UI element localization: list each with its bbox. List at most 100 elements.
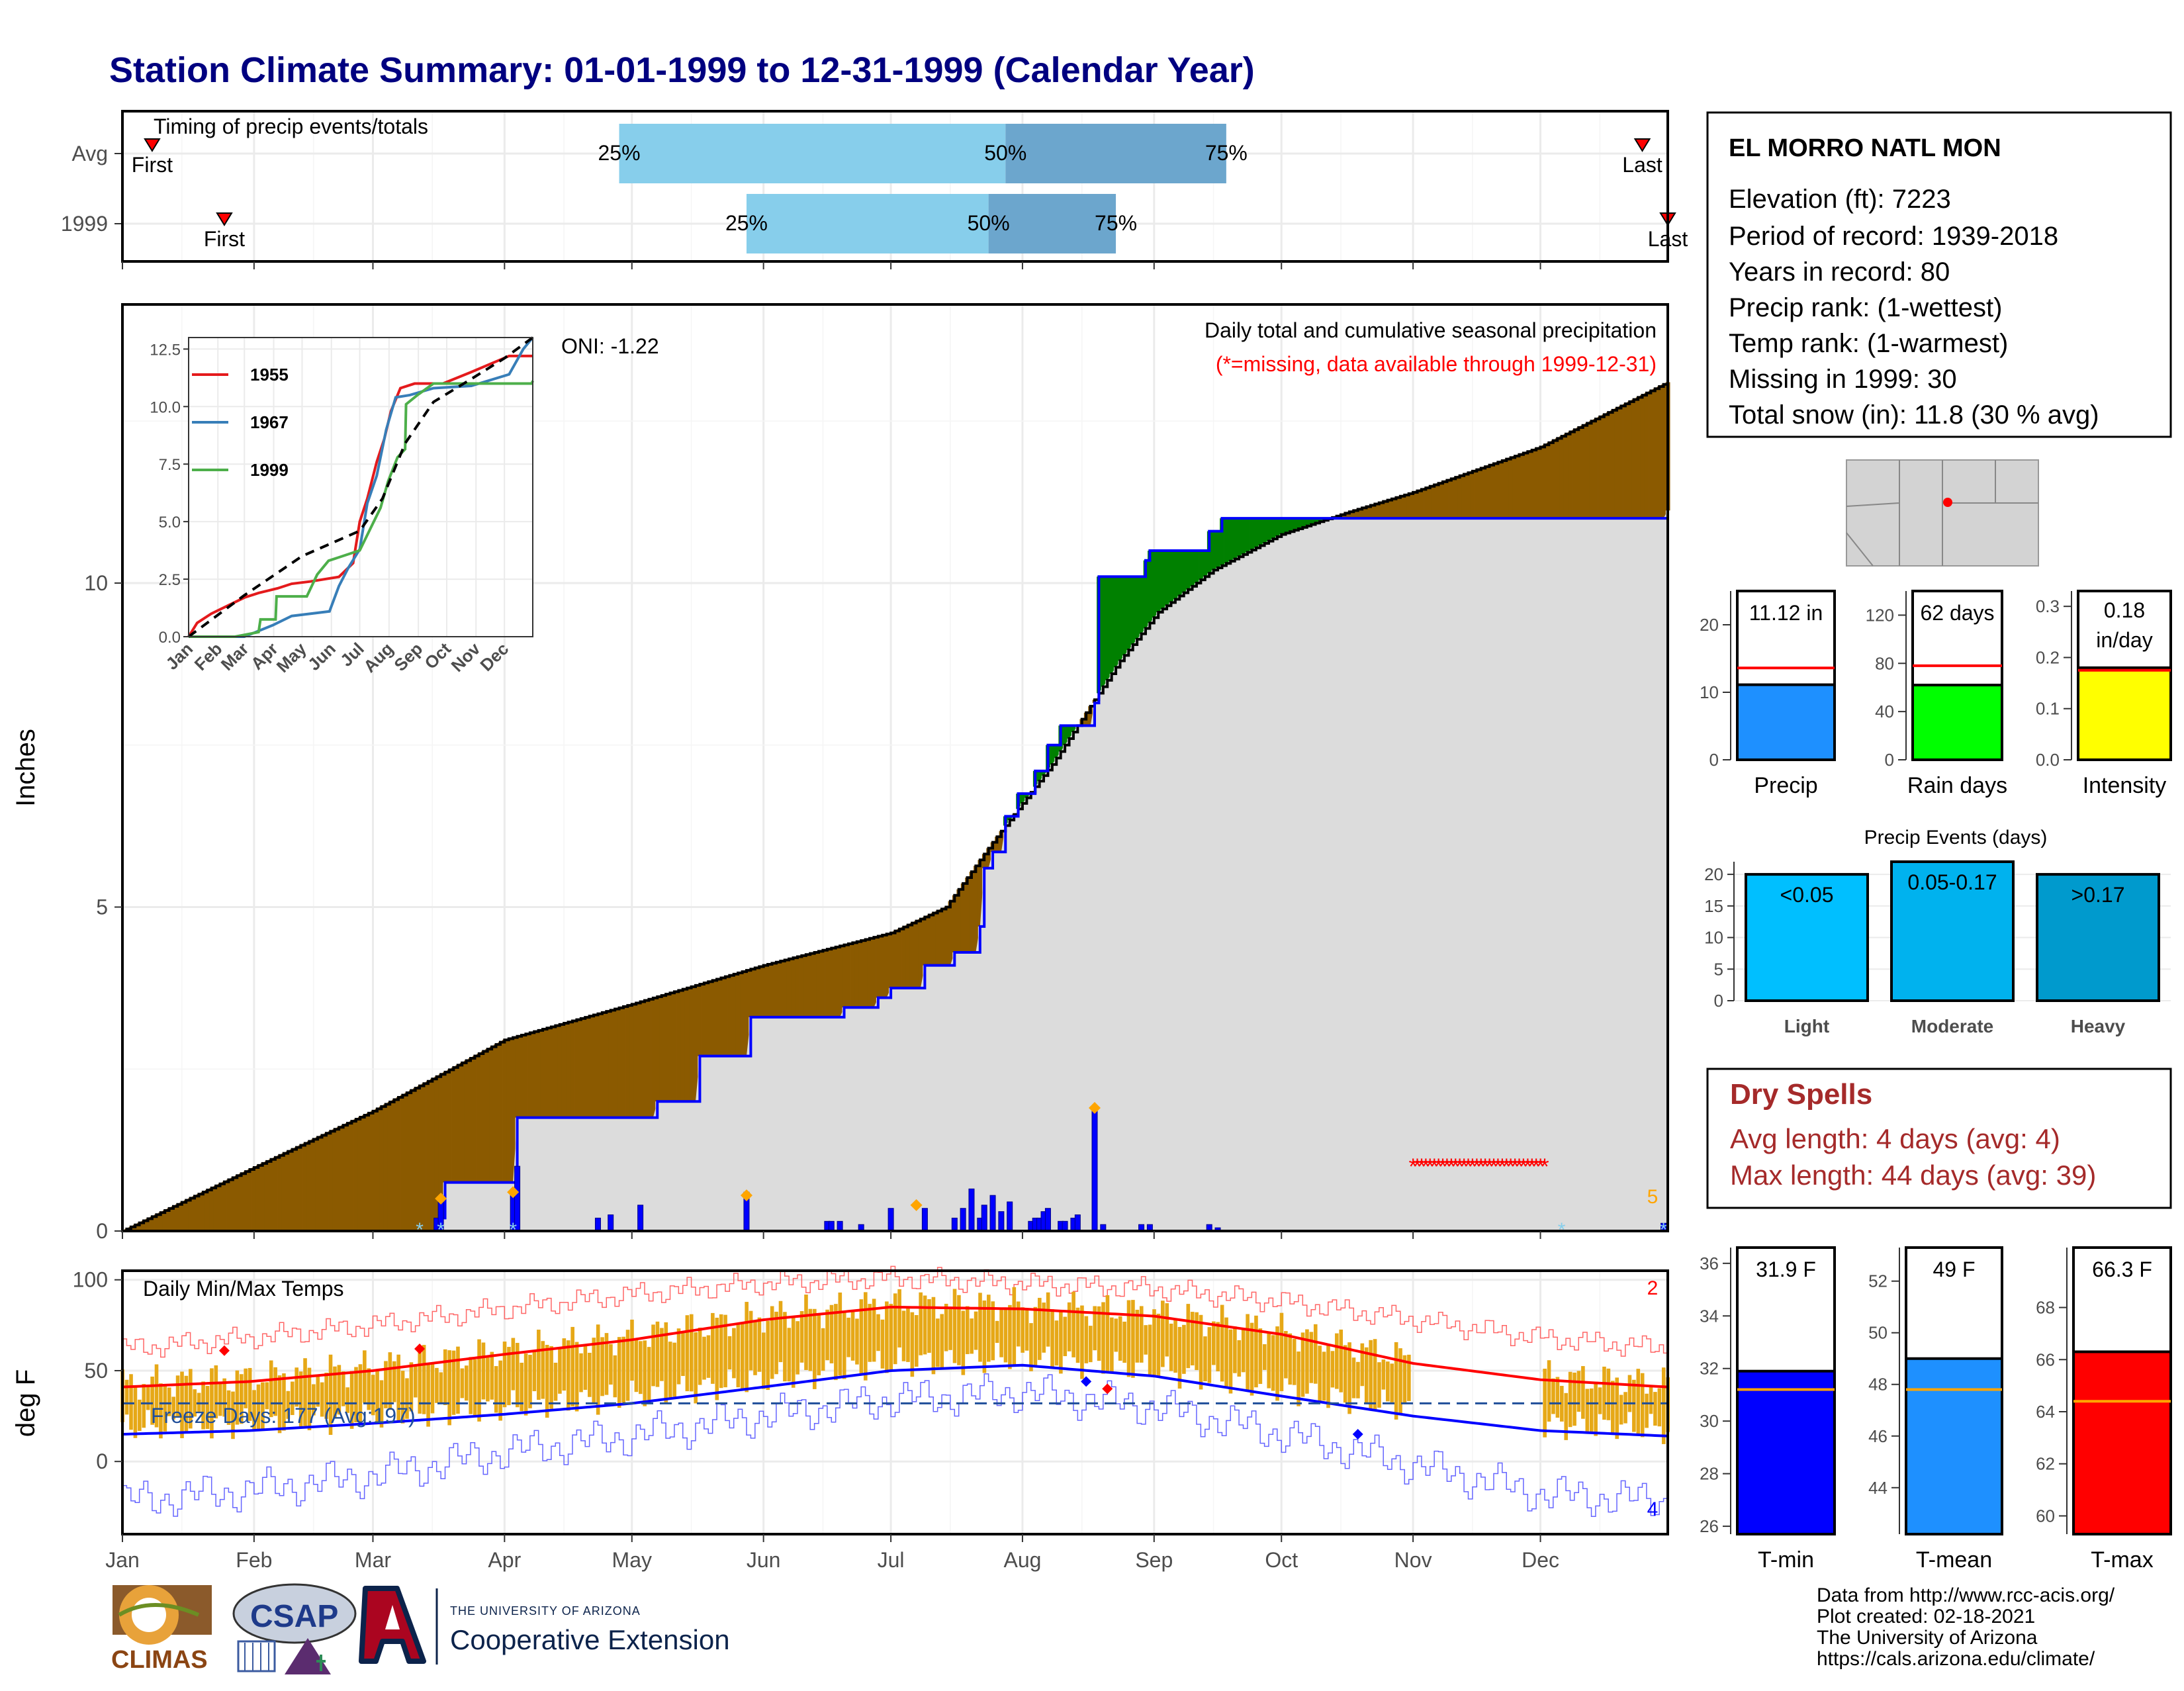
daily-temp-bar [498,1360,502,1421]
temps-panel: Daily Min/Max Temps Freeze Days: 177 (Avg… [11,1265,1670,1572]
deficit-area [459,1062,465,1183]
inset-y-tick: 0.0 [159,629,181,647]
value-bar [2072,1350,2172,1536]
deficit-area [404,1093,410,1231]
value-bar [2077,666,2172,762]
precip-subtitle: (*=missing, data available through 1999-… [1216,352,1657,376]
daily-temp-bar [1568,1371,1572,1428]
y-tick-label: 0.1 [2036,699,2060,719]
daily-temp-bar [1309,1332,1314,1383]
dry-spell-mark: * [1422,1154,1430,1179]
panel-border [121,303,1669,1232]
dry-spell-mark: * [1451,1154,1460,1179]
deficit-area [1500,460,1505,519]
category-label: Precip [1754,773,1817,798]
daily-temp-bar [1021,1307,1024,1353]
inset-average-line [187,336,534,638]
daily-temp-bar [834,1304,838,1381]
inset-y-tick: 5.0 [159,514,181,531]
daily-temp-bar [405,1378,409,1419]
surplus-area [1134,576,1140,639]
daily-temp-bar [1118,1316,1122,1361]
dry-spell-mark: * [1506,1154,1515,1179]
daily-temp-bar [1144,1325,1148,1355]
deficit-area [642,1000,647,1118]
surplus-area [1275,518,1280,537]
daily-temp-bar [553,1362,558,1401]
surplus-area [1148,551,1152,623]
deficit-area [154,1214,159,1231]
deficit-area [183,1200,189,1231]
surplus-area [1050,745,1055,765]
daily-temp-bar [808,1308,813,1371]
deficit-area [175,1204,180,1231]
deficit-area [914,921,919,988]
first-label: First [132,153,173,177]
daily-temp-bar [813,1308,817,1389]
daily-temp-bar [1547,1360,1551,1422]
daily-precip-bar [887,1208,894,1232]
daily-temp-bar [1267,1332,1271,1389]
daily-temp-bar [1088,1326,1093,1363]
y-axis-label: Inches [11,729,40,807]
daily-temp-bar [749,1310,753,1371]
timing-pct-label: 50% [984,141,1026,165]
daily-temp-bar [855,1318,859,1365]
daily-temp-bar [1165,1303,1169,1357]
surplus-area [1266,518,1271,541]
deficit-area [1614,408,1619,519]
deficit-area [1606,412,1611,519]
daily-temp-bar [447,1350,451,1426]
daily-temp-bar [1186,1304,1191,1369]
y-tick-label: 44 [1868,1478,1888,1498]
daily-temp-bar [1318,1346,1322,1402]
deficit-area [417,1085,422,1231]
daily-precip-bar [951,1217,958,1232]
daily-temp-bar [796,1321,799,1375]
deficit-area [723,976,728,1056]
daily-temp-bar [1097,1306,1101,1361]
dry-spell-mark: * [1498,1154,1506,1179]
deficit-area [1529,449,1535,519]
deficit-area [336,1127,341,1231]
daily-precip-bar [968,1188,975,1232]
daily-temp-bar [961,1310,966,1375]
deficit-area [527,1032,533,1118]
csap-logo-text: CSAP [250,1599,338,1634]
deficit-area [400,1095,405,1231]
daily-temp-bar [825,1309,829,1361]
y-tick-label: 64 [2036,1402,2055,1422]
daily-temp-bar [940,1314,944,1367]
deficit-area [557,1024,563,1118]
daily-temp-bar [774,1311,778,1375]
deficit-area [761,965,766,1017]
surplus-area [1041,770,1046,776]
daily-temp-bar [1220,1304,1224,1382]
daily-temp-bar [817,1314,821,1375]
average-cumulative-line [122,382,1669,1232]
daily-temp-bar [1161,1301,1165,1367]
event-value-label: >0.17 [2071,883,2125,907]
daily-temp-bar [906,1308,910,1362]
daily-temp-bar [787,1328,792,1382]
daily-temp-bar [456,1346,460,1414]
daily-temp-bar [490,1351,494,1400]
deficit-area [1364,506,1369,519]
deficit-area [719,978,723,1056]
deficit-area [1385,500,1390,519]
y-tick-label: 60 [2036,1506,2055,1526]
record-low-marker [1352,1429,1363,1440]
daily-temp-bar [477,1339,481,1422]
deficit-area [345,1123,350,1231]
page-title: Station Climate Summary: 01-01-1999 to 1… [109,50,1255,90]
deficit-area [693,985,698,1102]
inset-series-line [189,380,534,638]
first-label: First [204,227,245,251]
deficit-area [243,1171,248,1231]
daily-temp-bar [1016,1301,1021,1347]
daily-temp-bar [146,1385,150,1410]
daily-temp-bar [345,1387,349,1413]
deficit-area [273,1157,278,1231]
deficit-area [324,1133,329,1231]
deficit-area [248,1169,252,1231]
